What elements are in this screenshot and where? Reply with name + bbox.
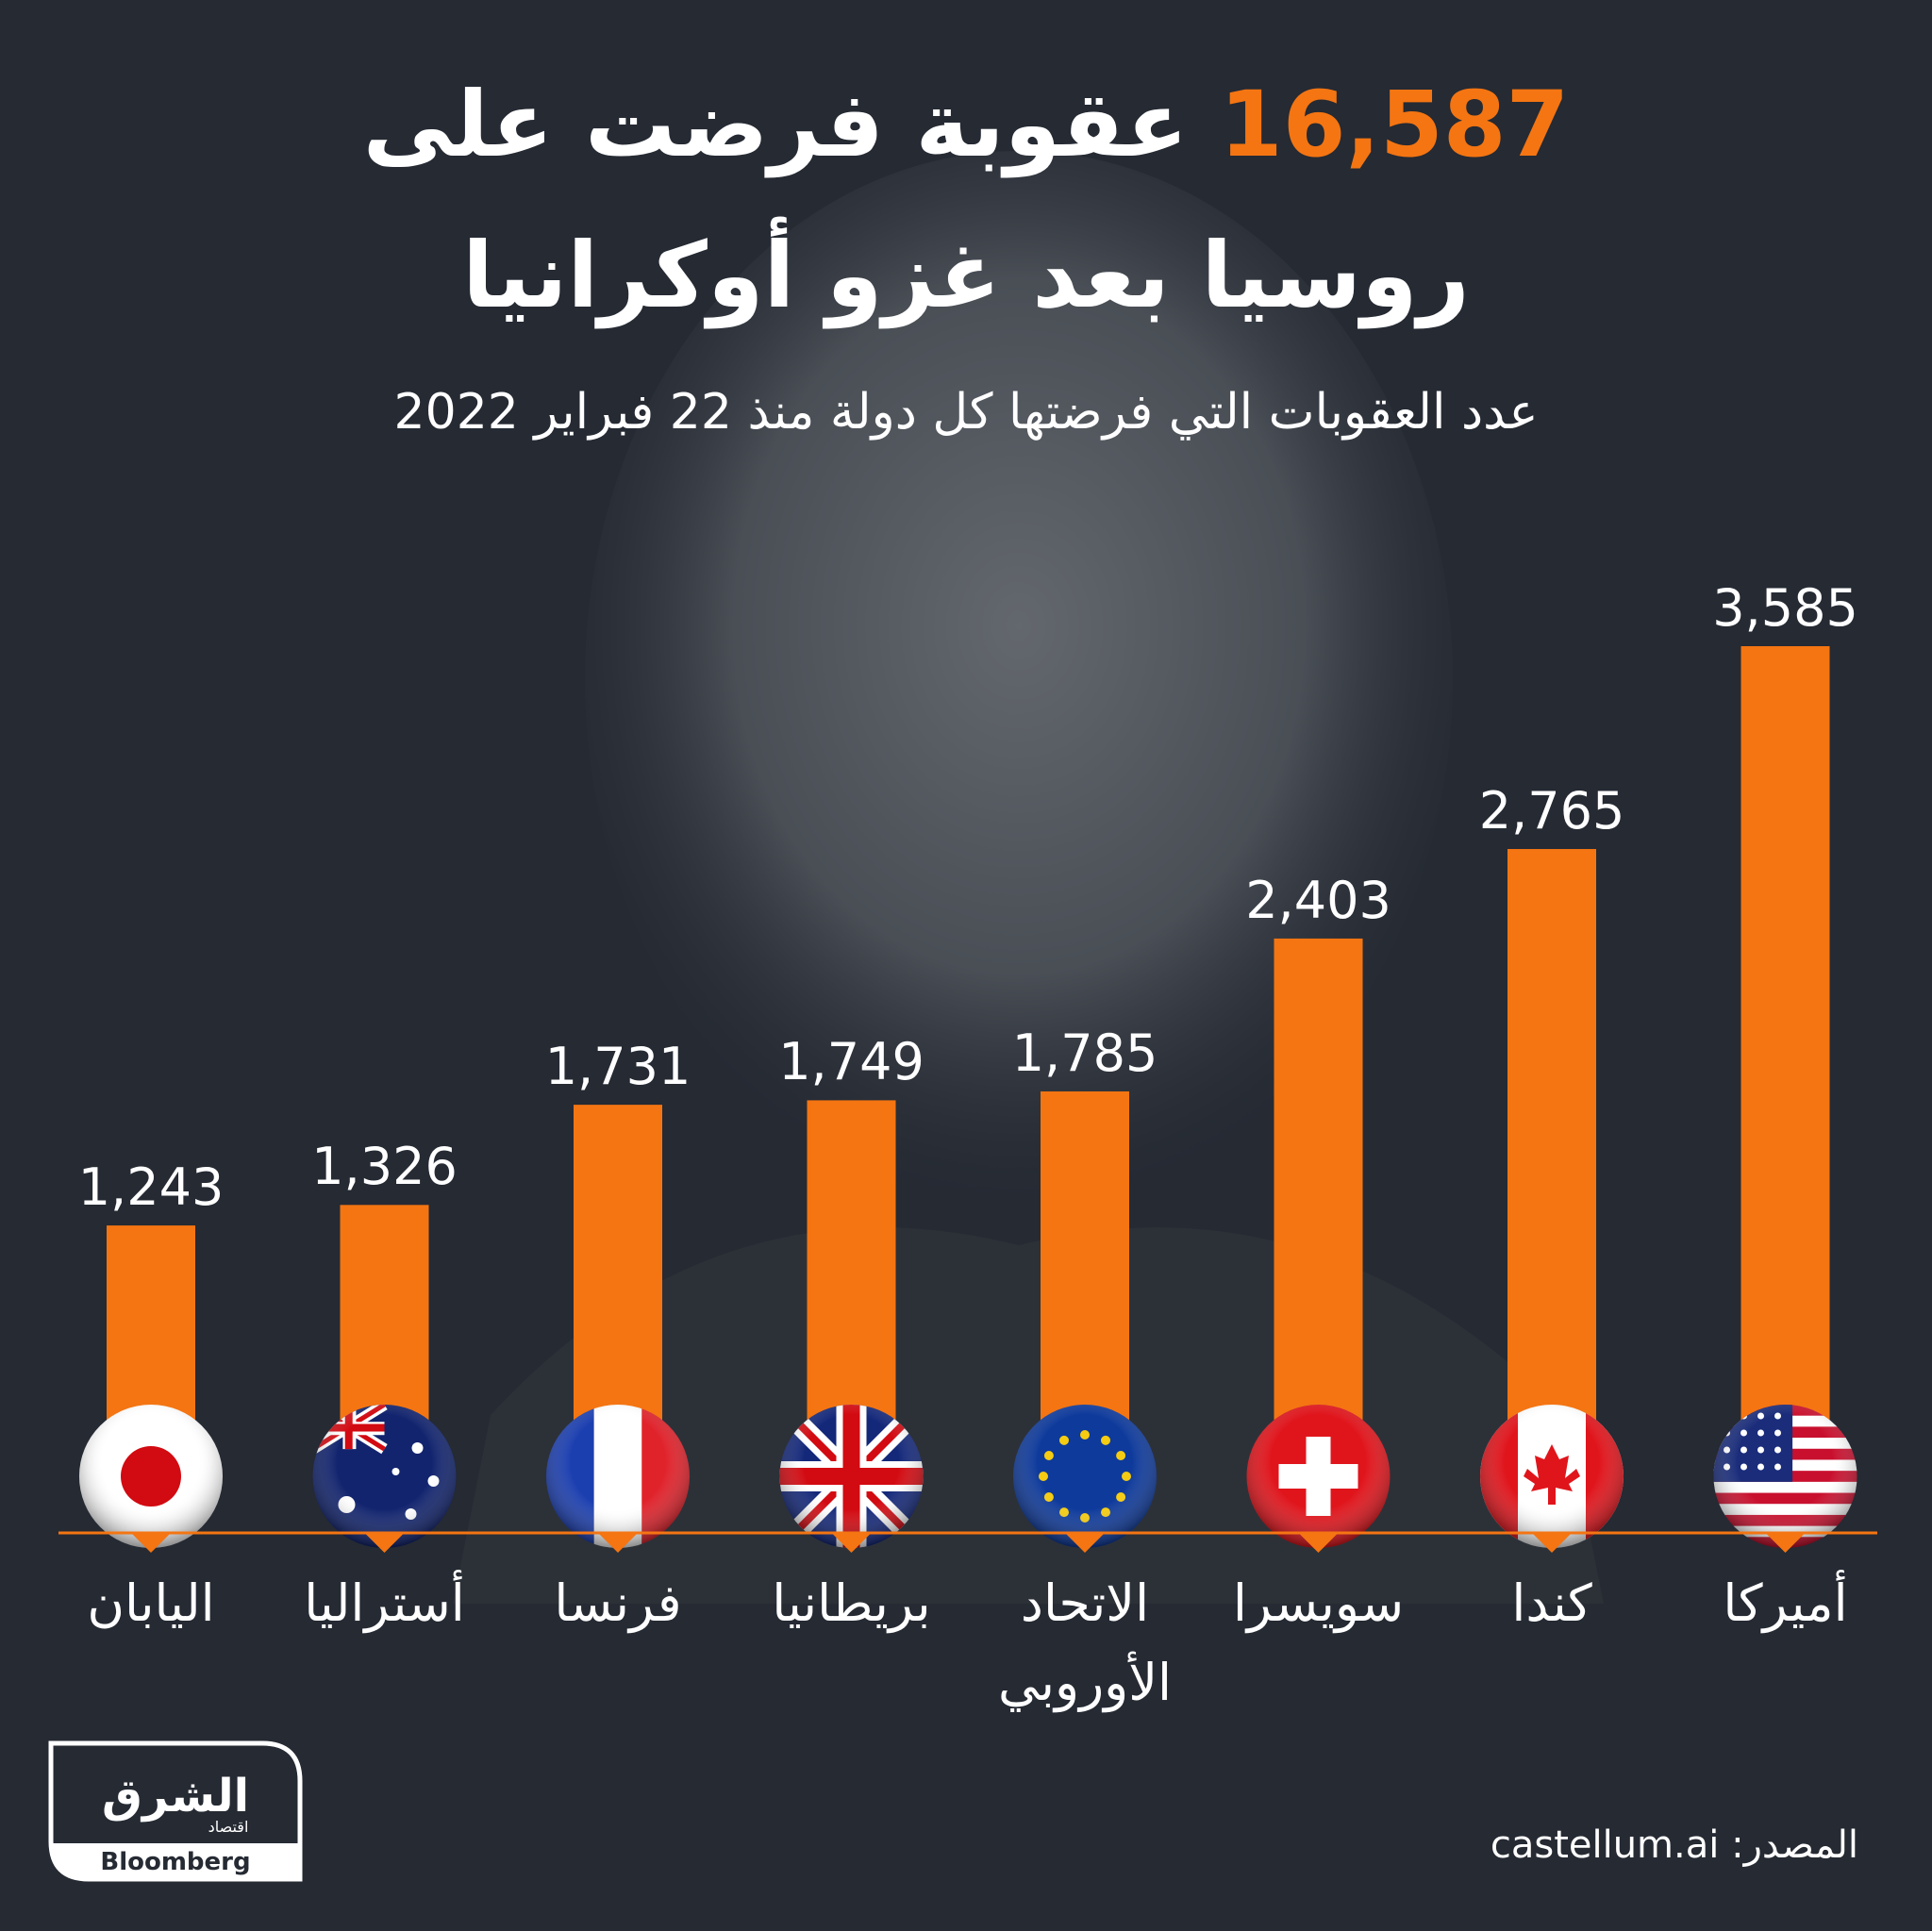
svg-text:Bloomberg: Bloomberg <box>100 1848 250 1876</box>
bar-pointer <box>1533 1534 1571 1553</box>
uk-flag-icon <box>779 1405 924 1548</box>
bar-pointer <box>599 1534 637 1553</box>
category-label: أستراليا <box>304 1573 465 1633</box>
eu-flag-icon <box>1013 1405 1157 1548</box>
title-line-1: 16,587 عقوبة فرضت على <box>0 68 1932 181</box>
bar-pointer <box>1066 1534 1104 1553</box>
bar <box>1740 646 1830 1533</box>
canada-flag-icon <box>1480 1405 1624 1548</box>
bar-pointer <box>1766 1534 1805 1553</box>
france-flag-icon <box>546 1405 690 1548</box>
category-label: فرنسا <box>554 1573 682 1633</box>
svg-text:اقتصاد: اقتصاد <box>208 1818 249 1836</box>
value-label: 1,326 <box>311 1137 458 1197</box>
usa-flag-icon <box>1713 1405 1857 1548</box>
value-label: 1,749 <box>778 1032 924 1092</box>
asharq-bloomberg-logo: الشرق اقتصاد Bloomberg <box>48 1740 303 1882</box>
value-label: 1,785 <box>1011 1023 1158 1083</box>
value-label: 2,403 <box>1245 870 1391 930</box>
category-label: اليابان <box>87 1573 215 1633</box>
bar-pointer <box>365 1534 404 1553</box>
bar-pointer <box>132 1534 170 1553</box>
value-label: 1,243 <box>77 1157 225 1218</box>
subtitle: عدد العقوبات التي فرضتها كل دولة منذ 22 … <box>393 384 1539 441</box>
bar-pointer <box>832 1534 871 1553</box>
svg-text:الشرق: الشرق <box>102 1770 249 1823</box>
value-label: 2,765 <box>1478 781 1625 841</box>
category-label: بريطانيا <box>772 1573 931 1633</box>
value-label: 3,585 <box>1712 578 1858 638</box>
switzerland-flag-icon <box>1246 1405 1391 1548</box>
total-sanctions-number: 16,587 <box>1219 72 1570 177</box>
bar-pointer <box>1299 1534 1338 1553</box>
category-label: سويسرا <box>1232 1573 1405 1633</box>
value-label: 1,731 <box>544 1037 691 1097</box>
category-label: أميركا <box>1723 1573 1848 1633</box>
japan-flag-icon <box>79 1405 223 1548</box>
title-line-1-text: عقوبة فرضت على <box>362 72 1189 177</box>
australia-flag-icon <box>312 1405 457 1548</box>
source-note: المصدر: castellum.ai <box>1490 1823 1858 1867</box>
title-line-2: روسيا بعد غزو أوكرانيا <box>462 223 1470 328</box>
category-label: الاتحاد الأوروبي <box>997 1573 1173 1712</box>
category-label: كندا <box>1511 1573 1592 1633</box>
